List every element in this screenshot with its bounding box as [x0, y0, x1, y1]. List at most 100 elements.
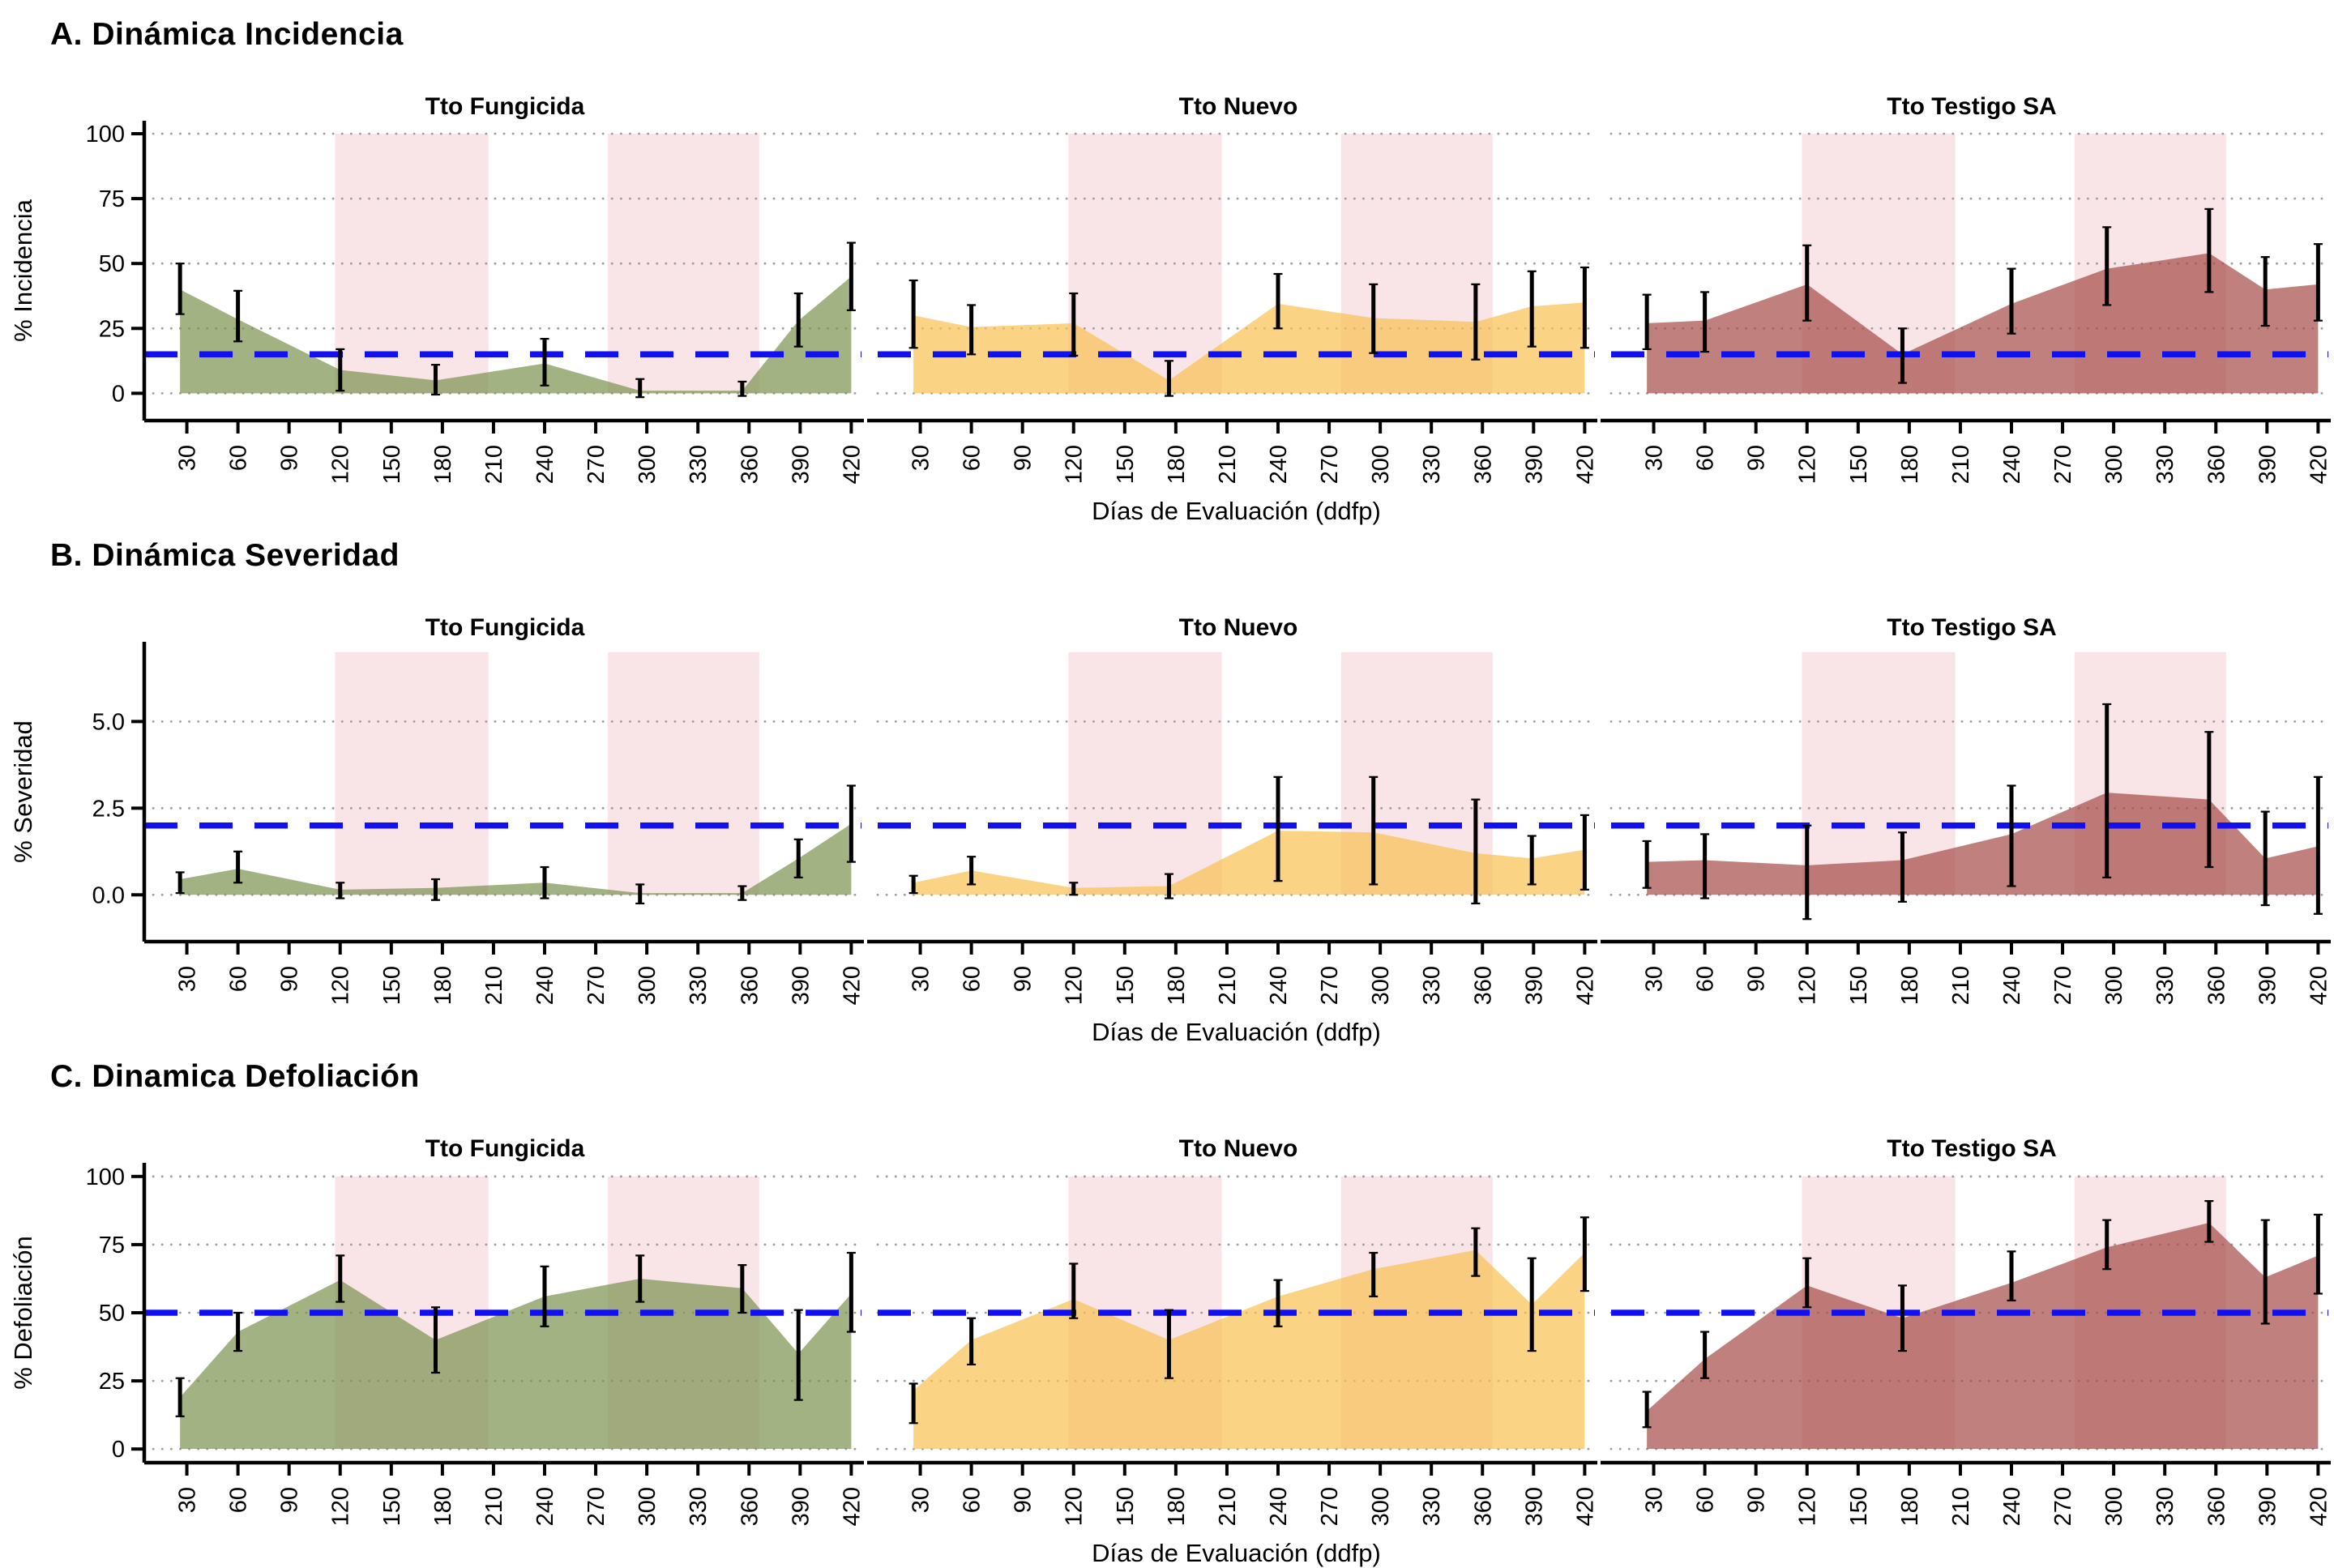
facet-title: Tto Fungicida: [425, 92, 585, 120]
facet-title: Tto Nuevo: [1178, 1134, 1298, 1162]
svg-text:210: 210: [481, 445, 507, 484]
svg-text:150: 150: [1846, 445, 1872, 484]
svg-text:330: 330: [686, 1487, 712, 1526]
svg-text:25: 25: [99, 316, 125, 342]
svg-text:0: 0: [112, 1437, 125, 1463]
svg-text:60: 60: [1693, 1487, 1719, 1513]
svg-text:330: 330: [1419, 1487, 1445, 1526]
svg-text:90: 90: [1011, 445, 1037, 471]
svg-text:210: 210: [1948, 445, 1974, 484]
svg-text:0: 0: [112, 381, 125, 407]
svg-text:210: 210: [1215, 1487, 1241, 1526]
chart-incidencia-fungicida: 30 60 90 120 150 180 210 240 270 300 330 360 390 420 0…: [86, 120, 865, 484]
svg-text:150: 150: [379, 1487, 405, 1526]
svg-text:150: 150: [1113, 445, 1139, 484]
svg-text:30: 30: [908, 966, 934, 992]
svg-text:240: 240: [1999, 966, 2025, 1005]
svg-text:180: 180: [1164, 445, 1190, 484]
svg-text:390: 390: [1521, 1487, 1547, 1526]
svg-text:330: 330: [2152, 966, 2178, 1005]
svg-text:300: 300: [635, 1487, 660, 1526]
svg-text:120: 120: [328, 966, 354, 1005]
svg-text:180: 180: [430, 966, 456, 1005]
chart-severidad-testigo: 30 60 90 120 150 180 210 240 270 300 330 360 390 420: [1601, 652, 2332, 1005]
svg-text:270: 270: [2050, 1487, 2076, 1526]
facet-defoliacion-testigo: Tto Testigo SA 30 60 90 120 150 180 210 240 270 3…: [1599, 1095, 2332, 1568]
svg-text:210: 210: [481, 966, 507, 1005]
row-title-severidad: B. Dinámica Severidad: [50, 537, 400, 573]
svg-text:30: 30: [908, 445, 934, 471]
svg-text:240: 240: [1999, 1487, 2025, 1526]
svg-text:30: 30: [1642, 445, 1668, 471]
svg-text:390: 390: [2255, 1487, 2281, 1526]
svg-text:360: 360: [2204, 966, 2229, 1005]
facet-severidad-testigo: Tto Testigo SA 30 60 90 120 150 180 210 240 270 3…: [1599, 574, 2332, 1047]
svg-text:90: 90: [1744, 1487, 1770, 1513]
svg-text:420: 420: [1572, 445, 1598, 484]
svg-text:90: 90: [1744, 966, 1770, 992]
y-axis-title-severidad: % Severidad: [9, 720, 37, 863]
svg-text:390: 390: [2255, 445, 2281, 484]
svg-text:75: 75: [99, 186, 125, 212]
svg-text:180: 180: [1164, 1487, 1190, 1526]
panel-row-incidencia: A. Dinámica Incidencia % Incidencia Tto …: [0, 17, 2334, 526]
svg-text:300: 300: [1368, 1487, 1394, 1526]
svg-text:360: 360: [2204, 445, 2229, 484]
svg-text:5.0: 5.0: [92, 709, 125, 735]
svg-text:270: 270: [584, 1487, 609, 1526]
svg-text:300: 300: [635, 445, 660, 484]
svg-text:300: 300: [2101, 445, 2127, 484]
svg-text:420: 420: [1572, 966, 1598, 1005]
svg-text:180: 180: [1897, 966, 1923, 1005]
svg-text:120: 120: [1062, 1487, 1088, 1526]
facet-incidencia-fungicida: Tto Fungicida 30 60 90 120 150 180 210 240 270 30…: [47, 53, 866, 526]
svg-text:180: 180: [1897, 1487, 1923, 1526]
chart-defoliacion-fungicida: 30 60 90 120 150 180 210 240 270 300 330 360 390 420 0…: [86, 1162, 865, 1526]
svg-text:150: 150: [379, 966, 405, 1005]
facet-title: Tto Testigo SA: [1887, 1134, 2057, 1162]
chart-defoliacion-nuevo: 30 60 90 120 150 180 210 240 270 300 330 360 390 420 D…: [867, 1175, 1598, 1567]
svg-text:360: 360: [2204, 1487, 2229, 1526]
svg-text:330: 330: [686, 966, 712, 1005]
svg-text:180: 180: [1897, 445, 1923, 484]
svg-text:90: 90: [277, 445, 303, 471]
svg-text:150: 150: [1846, 1487, 1872, 1526]
svg-text:30: 30: [175, 1487, 201, 1513]
svg-text:240: 240: [532, 445, 558, 484]
svg-text:420: 420: [2306, 445, 2332, 484]
svg-text:30: 30: [175, 445, 201, 471]
svg-text:240: 240: [1266, 1487, 1292, 1526]
svg-text:330: 330: [2152, 445, 2178, 484]
svg-text:100: 100: [86, 122, 125, 147]
row-body-defoliacion: % Defoliación Tto Fungicida 30 60 90 120 150…: [0, 1095, 2334, 1568]
y-axis-title-column: % Defoliación: [0, 1163, 47, 1568]
chart-incidencia-testigo: 30 60 90 120 150 180 210 240 270 300 330 360 390 420: [1601, 132, 2332, 484]
facet-severidad-fungicida: Tto Fungicida 30 60 90 120 150 180 210 240 270 30…: [47, 574, 866, 1047]
svg-text:25: 25: [99, 1369, 125, 1395]
y-axis-title-incidencia: % Incidencia: [9, 199, 37, 342]
svg-text:240: 240: [1266, 966, 1292, 1005]
svg-text:420: 420: [839, 1487, 865, 1526]
svg-text:180: 180: [430, 1487, 456, 1526]
y-axis-title-column: % Severidad: [0, 642, 47, 1047]
svg-text:240: 240: [1266, 445, 1292, 484]
facet-title: Tto Testigo SA: [1887, 613, 2057, 641]
svg-text:270: 270: [1317, 1487, 1343, 1526]
svg-text:330: 330: [1419, 966, 1445, 1005]
svg-text:420: 420: [2306, 1487, 2332, 1526]
svg-text:180: 180: [430, 445, 456, 484]
svg-text:360: 360: [1470, 1487, 1496, 1526]
svg-text:150: 150: [1846, 966, 1872, 1005]
svg-text:300: 300: [2101, 966, 2127, 1005]
chart-defoliacion-testigo: 30 60 90 120 150 180 210 240 270 300 330 360 390 420: [1601, 1175, 2332, 1526]
svg-text:90: 90: [1011, 1487, 1037, 1513]
svg-text:300: 300: [1368, 966, 1394, 1005]
chart-severidad-fungicida: 30 60 90 120 150 180 210 240 270 300 330 360 390 420 0…: [92, 641, 865, 1005]
svg-text:390: 390: [2255, 966, 2281, 1005]
svg-text:270: 270: [584, 966, 609, 1005]
svg-text:50: 50: [99, 1301, 125, 1327]
svg-text:30: 30: [1642, 1487, 1668, 1513]
svg-text:90: 90: [277, 1487, 303, 1513]
facet-title: Tto Fungicida: [425, 613, 585, 641]
facet-defoliacion-fungicida: Tto Fungicida 30 60 90 120 150 180 210 240 270 30…: [47, 1095, 866, 1568]
